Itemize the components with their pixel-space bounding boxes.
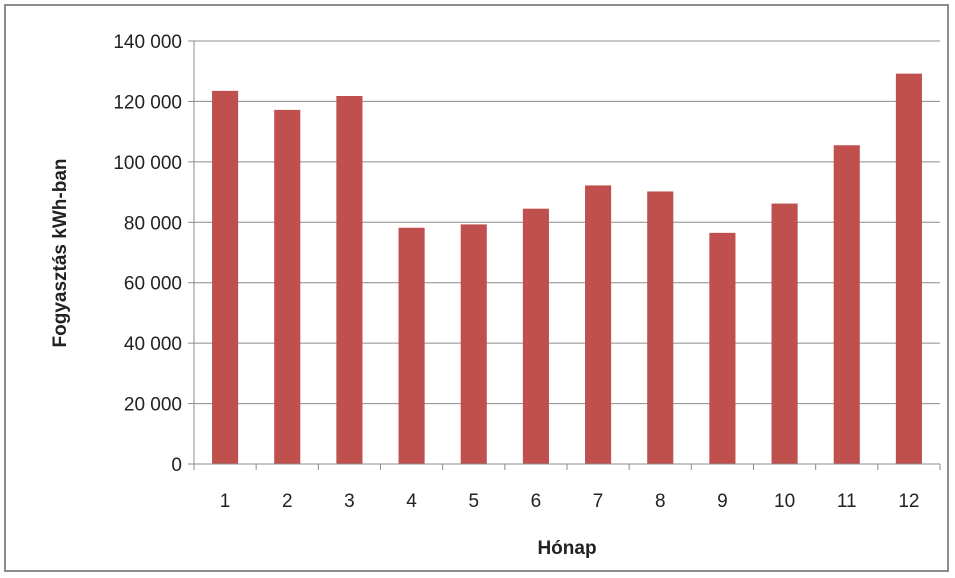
y-tick-label: 0 [171, 455, 182, 476]
bar [709, 232, 736, 464]
x-tick-label: 4 [406, 491, 417, 512]
y-tick-label: 120 000 [113, 92, 182, 113]
x-tick-label: 11 [837, 491, 857, 512]
x-tick-label: 10 [774, 491, 795, 512]
bar [398, 227, 425, 464]
bar [771, 203, 798, 464]
bar [833, 145, 860, 464]
y-tick-label: 100 000 [113, 153, 182, 174]
y-tick-label: 80 000 [124, 213, 182, 234]
x-tick-label: 6 [531, 491, 542, 512]
x-axis-title: Hónap [537, 538, 596, 559]
bar [336, 95, 363, 465]
y-axis-title: Fogyasztás kWh-ban [50, 159, 71, 348]
bar [460, 224, 487, 464]
y-tick-label: 20 000 [124, 395, 182, 416]
bar [522, 208, 549, 464]
x-tick-label: 7 [593, 491, 604, 512]
y-tick-label: 140 000 [113, 32, 182, 53]
gridlines [194, 40, 940, 405]
y-tick-label: 40 000 [124, 334, 182, 355]
bar [212, 90, 239, 464]
bar-series [212, 73, 922, 465]
bar [274, 109, 301, 464]
bar [585, 185, 612, 464]
bar [647, 191, 674, 464]
x-tick-label: 3 [344, 491, 355, 512]
x-tick-label: 5 [468, 491, 479, 512]
x-tick-label: 12 [898, 491, 919, 512]
y-tick-label: 60 000 [124, 274, 182, 295]
x-tick-label: 1 [220, 491, 231, 512]
axes [188, 40, 941, 470]
bar [895, 73, 922, 464]
x-tick-label: 2 [282, 491, 293, 512]
x-tick-label: 8 [655, 491, 666, 512]
x-tick-label: 9 [717, 491, 728, 512]
x-tick-labels: 1 2 3 4 5 6 7 8 9 10 11 12 [220, 491, 920, 512]
y-tick-labels: 0 20 000 40 000 60 000 80 000 100 000 120 000 1… [113, 32, 182, 476]
